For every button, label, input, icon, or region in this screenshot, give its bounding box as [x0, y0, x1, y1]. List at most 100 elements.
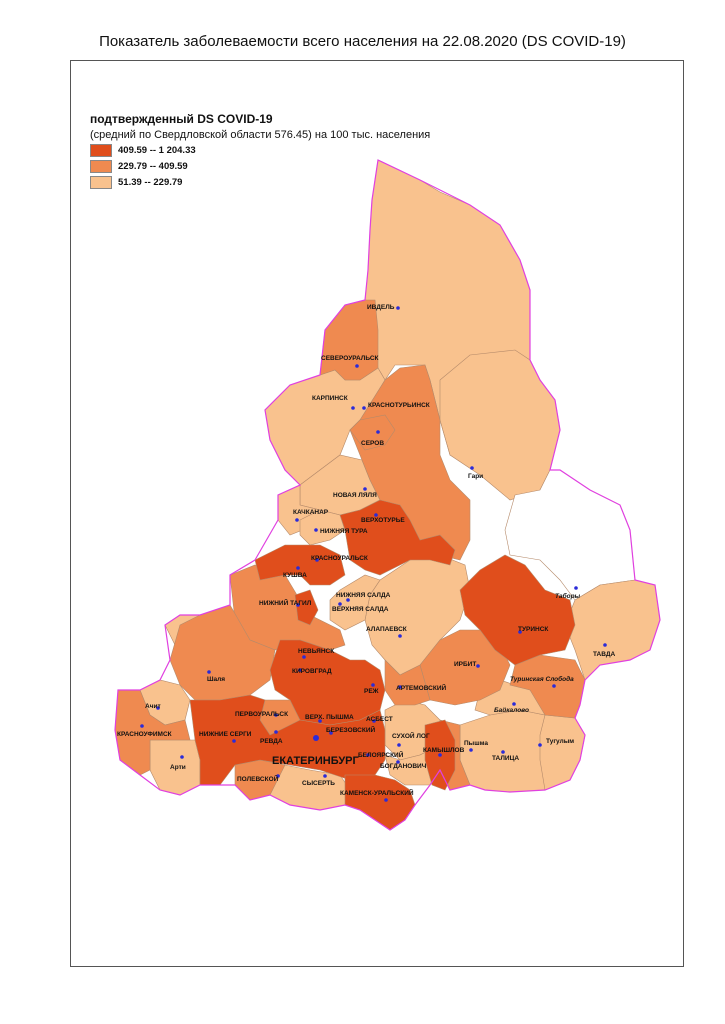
- city-dot-talitsa: [501, 750, 505, 754]
- district-verkhoturye[interactable]: [339, 499, 456, 576]
- city-dot-ivdel: [396, 306, 400, 310]
- districts-low: [139, 159, 661, 811]
- city-label-turinsk: ТУРИНСК: [518, 626, 548, 633]
- city-label-verkhoturye: ВЕРХОТУРЬЕ: [361, 517, 405, 524]
- city-label-pyshma: Пышма: [464, 740, 488, 747]
- city-label-rezh: РЕЖ: [364, 688, 379, 695]
- legend-swatch-low: [90, 176, 112, 189]
- city-dot-sysert: [323, 774, 327, 778]
- map-frame: [70, 60, 684, 967]
- district-verkhnyaya-salda[interactable]: [329, 574, 381, 631]
- city-label-artemovsky: АРТЕМОВСКИЙ: [396, 683, 447, 692]
- city-label-turinskaya-sloboda: Туринская Слобода: [510, 675, 574, 683]
- city-label-krasnoturinsk: КРАСНОТУРЬИНСК: [368, 402, 430, 409]
- city-dot-asbest: [372, 719, 376, 723]
- city-dot-pervouralsk: [274, 713, 278, 717]
- legend-item-mid: 229.79 -- 409.59: [90, 160, 430, 173]
- city-dot-achit: [156, 706, 160, 710]
- city-dot-gari: [470, 466, 474, 470]
- city-label-nizhnyaya-salda: НИЖНЯЯ САЛДА: [336, 592, 391, 599]
- city-dot-krasnouralsk: [315, 558, 319, 562]
- district-krasnoturinsk[interactable]: [349, 364, 471, 561]
- city-label-nizhnie-sergi: НИЖНИЕ СЕРГИ: [199, 731, 252, 738]
- legend: подтвержденный DS COVID-19 (средний по С…: [90, 112, 430, 189]
- city-dot-ekaterinburg: [313, 735, 319, 741]
- city-label-ivdel: ИВДЕЛЬ: [367, 304, 395, 311]
- city-dot-arti: [180, 755, 184, 759]
- city-label-revda: РЕВДА: [260, 738, 283, 745]
- city-dot-pyshma: [469, 748, 473, 752]
- city-label-talitsa: ТАЛИЦА: [492, 755, 519, 762]
- city-label-achit: Ачит: [145, 703, 161, 710]
- city-dot-kachkanar: [295, 518, 299, 522]
- city-dot-kirovgrad: [298, 668, 302, 672]
- districts-high: [189, 499, 576, 831]
- city-label-polevskoy: ПОЛЕВСКОЙ: [237, 774, 279, 783]
- city-dot-nizhnyaya-salda: [346, 598, 350, 602]
- legend-swatch-mid: [90, 160, 112, 173]
- city-label-kachkanar: КАЧКАНАР: [293, 509, 329, 516]
- city-dot-tabory: [574, 586, 578, 590]
- district-artemovsky[interactable]: [384, 659, 431, 706]
- city-label-shali: Шаля: [207, 676, 225, 683]
- district-severouralsk[interactable]: [319, 299, 379, 381]
- district-gari[interactable]: [439, 349, 561, 501]
- district-krasnouralsk-kushva[interactable]: [254, 544, 346, 586]
- city-label-arti: Арти: [170, 764, 186, 771]
- district-irbit[interactable]: [419, 629, 511, 706]
- city-label-sysert: СЫСЕРТЬ: [302, 780, 335, 787]
- city-dot-irbit: [476, 664, 480, 668]
- district-serov[interactable]: [349, 414, 396, 451]
- city-dot-alapaevsk: [398, 634, 402, 638]
- city-label-nevyansk: НЕВЬЯНСК: [298, 648, 334, 655]
- city-label-verkh-pyshma: ВЕРХ. ПЫШМА: [305, 714, 354, 721]
- city-dot-verkhoturye: [374, 513, 378, 517]
- city-label-kamensk-uralsky: КАМЕНСК-УРАЛЬСКИЙ: [340, 788, 414, 797]
- city-label-asbest: АСБЕСТ: [366, 716, 393, 723]
- city-label-tabory: Таборы: [555, 592, 581, 600]
- city-label-bogdanovich: БОГДАНОВИЧ: [380, 763, 427, 770]
- legend-label-mid: 229.79 -- 409.59: [118, 161, 188, 172]
- district-nizhnyaya-tura[interactable]: [299, 509, 346, 546]
- city-dot-sukhoy-log: [397, 743, 401, 747]
- city-label-novaya-lyalya: НОВАЯ ЛЯЛЯ: [333, 492, 377, 499]
- city-dot-artemovsky: [398, 685, 402, 689]
- city-dot-bogdanovich: [396, 760, 400, 764]
- legend-item-low: 51.39 -- 229.79: [90, 176, 430, 189]
- city-dot-krasnoufimsk: [140, 724, 144, 728]
- city-label-nizhnyaya-tura: НИЖНЯЯ ТУРА: [320, 528, 368, 535]
- city-dot-nevyansk: [302, 655, 306, 659]
- districts-mid: [114, 299, 586, 801]
- legend-label-low: 51.39 -- 229.79: [118, 177, 183, 188]
- city-label-kushva: КУШВА: [283, 572, 307, 579]
- city-dot-kushva: [296, 566, 300, 570]
- city-dot-turinsk: [518, 630, 522, 634]
- legend-title: подтвержденный DS COVID-19: [90, 112, 273, 126]
- district-turinsk[interactable]: [459, 554, 576, 666]
- city-dot-kamyshlov: [438, 753, 442, 757]
- city-label-kirovgrad: КИРОВГРАД: [292, 668, 332, 675]
- city-dot-polevskoy: [276, 774, 280, 778]
- city-dot-kamensk-uralsky: [384, 798, 388, 802]
- city-label-tugulym: Тугулым: [546, 738, 574, 745]
- district-nizhny-tagil-city[interactable]: [294, 589, 319, 626]
- city-label-ekaterinburg: ЕКАТЕРИНБУРГ: [272, 755, 360, 767]
- city-dot-nizhnie-sergi: [232, 739, 236, 743]
- city-dot-beloyarsky: [366, 753, 370, 757]
- city-label-serov: СЕРОВ: [361, 440, 384, 447]
- city-dot-shali: [207, 670, 211, 674]
- city-label-sukhoy-log: СУХОЙ ЛОГ: [392, 731, 430, 740]
- city-label-karpinsk: КАРПИНСК: [312, 395, 348, 402]
- city-dot-nizhnyaya-tura: [314, 528, 318, 532]
- city-label-krasnoufimsk: КРАСНОУФИМСК: [117, 731, 172, 738]
- region-border: [114, 159, 661, 831]
- city-label-baykalovo: Байкалово: [494, 706, 529, 714]
- city-dot-novaya-lyalya: [363, 487, 367, 491]
- district-tugulym[interactable]: [539, 714, 586, 791]
- city-dot-serov: [376, 430, 380, 434]
- city-label-tavda: ТАВДА: [593, 651, 615, 658]
- city-dot-karpinsk: [351, 406, 355, 410]
- legend-subtitle: (средний по Свердловской области 576.45)…: [90, 129, 431, 141]
- city-dot-verkh-pyshma: [318, 719, 322, 723]
